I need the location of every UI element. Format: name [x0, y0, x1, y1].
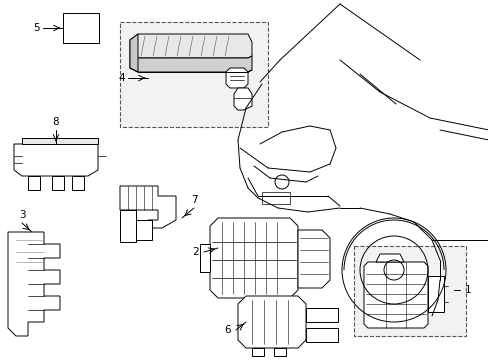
Text: 2: 2 [192, 247, 199, 257]
Bar [63, 13, 99, 43]
Polygon shape [28, 176, 40, 190]
Polygon shape [305, 308, 337, 322]
Polygon shape [200, 244, 209, 272]
Polygon shape [130, 34, 251, 58]
Polygon shape [120, 186, 176, 228]
Polygon shape [234, 88, 251, 110]
Bar [262, 192, 289, 204]
Polygon shape [130, 34, 138, 72]
Text: 1: 1 [464, 285, 470, 295]
Polygon shape [52, 176, 64, 190]
Polygon shape [120, 210, 136, 242]
Text: 8: 8 [53, 117, 59, 127]
Polygon shape [305, 328, 337, 342]
Bar [353, 246, 465, 336]
Polygon shape [225, 68, 247, 88]
Polygon shape [8, 232, 60, 336]
Polygon shape [22, 138, 98, 144]
Bar [120, 22, 267, 127]
Polygon shape [209, 218, 297, 298]
Polygon shape [136, 220, 152, 240]
Polygon shape [363, 262, 427, 328]
Text: 4: 4 [119, 73, 125, 83]
Polygon shape [72, 176, 84, 190]
Polygon shape [427, 276, 443, 312]
Polygon shape [130, 50, 251, 72]
Polygon shape [273, 348, 285, 356]
Polygon shape [375, 254, 403, 262]
Polygon shape [14, 144, 98, 176]
Text: 5: 5 [33, 23, 39, 33]
Text: 7: 7 [190, 195, 197, 205]
Polygon shape [238, 296, 305, 348]
Text: 6: 6 [224, 325, 231, 335]
Polygon shape [251, 348, 264, 356]
Text: 3: 3 [19, 210, 25, 220]
Polygon shape [297, 230, 329, 288]
